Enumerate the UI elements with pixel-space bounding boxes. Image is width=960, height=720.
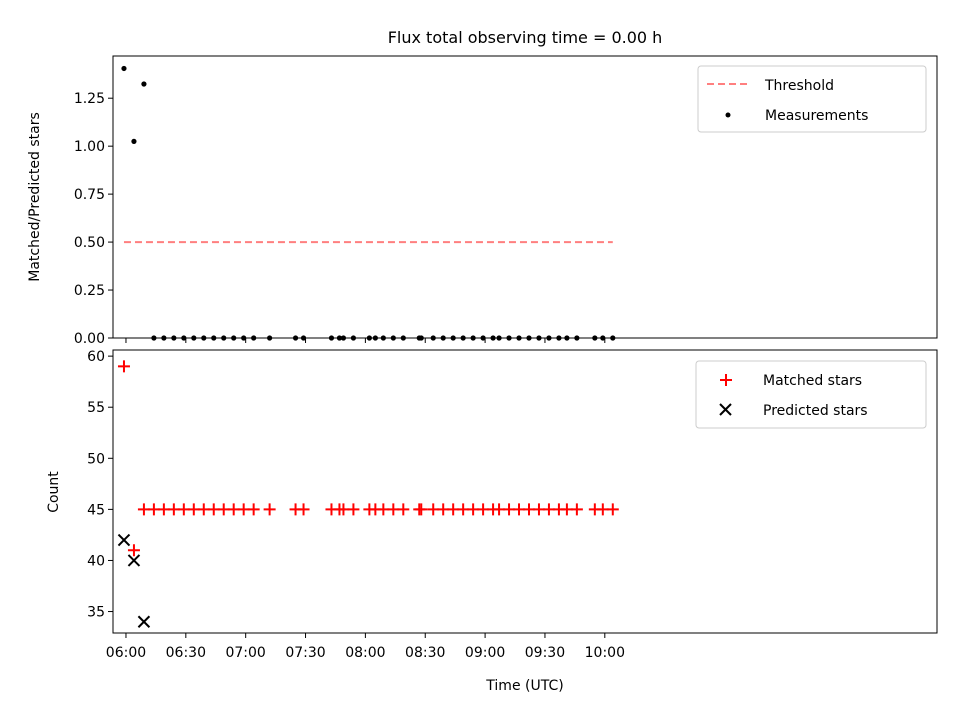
y-tick-label: 0.75: [74, 187, 105, 203]
y-tick-label: 1.25: [74, 91, 105, 107]
matched-stars-point: [570, 503, 583, 516]
bottom-panel-frame: [112, 349, 938, 634]
predicted-stars-point: [117, 533, 131, 547]
measurement-point: [131, 138, 137, 144]
matched-stars-point: [415, 503, 428, 516]
y-tick-label: 45: [87, 502, 105, 518]
legend-predicted-swatch: [719, 403, 732, 416]
matched-stars-point: [397, 503, 410, 516]
top-panel-y-axis: 0.00 0.25 0.50 0.75 1.00 1.25: [74, 91, 113, 347]
matched-stars-point: [606, 503, 619, 516]
bottom-panel-marks: [117, 360, 619, 628]
bottom-panel-legend: Matched stars Predicted stars: [695, 360, 927, 429]
x-tick-label: 08:30: [405, 645, 445, 661]
cross-b: [117, 533, 131, 547]
legend-measurements-label: Measurements: [765, 108, 868, 124]
bottom-panel-x-axis-label: Time (UTC): [485, 678, 563, 694]
bottom-panel-y-axis-label: Count: [46, 471, 62, 513]
matched-stars-point: [127, 544, 140, 557]
x-tick-label: 10:00: [585, 645, 625, 661]
matched-stars-point: [247, 503, 260, 516]
bottom-panel-x-axis: 06:00 06:30 07:00 07:30 08:00 08:30 09:00 09:30…: [106, 633, 625, 661]
top-panel-frame: [112, 55, 938, 339]
x-tick-label: 09:30: [525, 645, 565, 661]
y-tick-label: 0.50: [74, 235, 105, 251]
y-tick-label: 1.00: [74, 139, 105, 155]
legend-predicted-label: Predicted stars: [763, 403, 868, 419]
x-tick-label: 07:30: [285, 645, 325, 661]
top-panel-legend: Threshold Measurements: [697, 65, 927, 133]
predicted-stars-point: [127, 554, 141, 567]
legend-matched-label: Matched stars: [763, 373, 862, 389]
matched-stars-point: [117, 360, 130, 373]
x-tick-label: 06:30: [166, 645, 206, 661]
legend-threshold-label: Threshold: [764, 78, 834, 94]
y-tick-label: 55: [87, 400, 105, 416]
bottom-legend-box: [695, 360, 927, 429]
x-tick-label: 08:00: [345, 645, 385, 661]
cross-b: [137, 615, 151, 628]
predicted-stars-point: [137, 615, 151, 628]
measurement-point: [141, 81, 147, 87]
x-tick-label: 07:00: [225, 645, 265, 661]
x-tick-label: 06:00: [106, 645, 146, 661]
measurement-point: [121, 65, 127, 72]
top-panel-x-axis: [125, 338, 606, 343]
y-tick-label: 35: [87, 605, 105, 621]
y-tick-label: 0.25: [74, 283, 105, 299]
cross-b: [127, 554, 141, 567]
chart-title: Flux total observing time = 0.00 h: [388, 28, 663, 47]
y-tick-label: 40: [87, 553, 105, 569]
matched-stars-point: [263, 503, 276, 516]
top-legend-box: [697, 65, 927, 133]
bottom-panel-y-axis: 35 40 45 50 55 60: [87, 349, 113, 621]
legend-measurements-swatch: [725, 112, 731, 118]
y-tick-label: 0.00: [74, 331, 105, 347]
matched-stars-point: [297, 503, 310, 516]
y-tick-label: 50: [87, 451, 105, 467]
bottom-panel: 35 40 45 50 55 60 06:00 06:30 07:00 07:30 08:00 08…: [46, 349, 938, 694]
legend-matched-swatch: [720, 374, 732, 386]
y-tick-label: 60: [87, 349, 105, 365]
x-tick-label: 09:00: [465, 645, 505, 661]
matched-stars-point: [347, 503, 360, 516]
top-panel: 0.00 0.25 0.50 0.75 1.00 1.25 Matched/Predict…: [27, 55, 938, 347]
top-panel-y-axis-label: Matched/Predicted stars: [27, 112, 43, 282]
